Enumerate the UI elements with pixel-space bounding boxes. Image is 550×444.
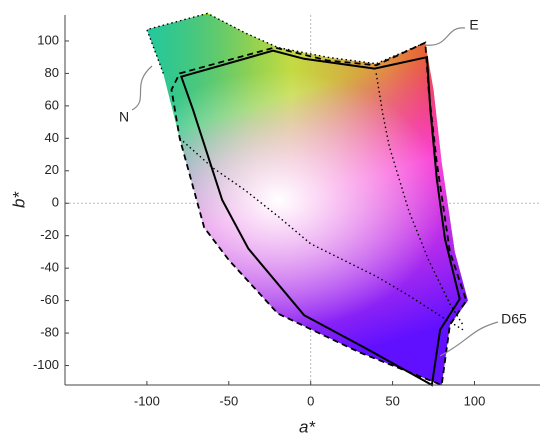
gamut-outline [180,49,461,387]
y-tick-label: -40 [40,260,59,275]
x-tick-label: 100 [464,393,486,408]
x-tick-label: -50 [219,393,238,408]
gamut-outline [170,41,468,387]
gamut-shading [146,15,468,385]
annotation-leader [131,65,153,111]
y-tick-label: 40 [45,130,59,145]
y-tick-label: -80 [40,325,59,340]
annotation: D65 [501,311,527,327]
x-tick-label: 50 [385,393,399,408]
annotation: N [119,109,129,125]
annotation-leader [424,27,466,46]
y-tick-label: -100 [33,357,59,372]
x-tick-label: -100 [134,393,160,408]
y-tick-label: -20 [40,227,59,242]
annotation-leader [439,321,499,357]
gamut-outline [145,12,426,74]
annotation: E [469,17,478,33]
gamut-outline [375,73,464,326]
y-tick-label: 20 [45,162,59,177]
y-tick-label: 60 [45,97,59,112]
x-tick-label: 0 [307,393,314,408]
y-tick-label: 100 [37,32,59,47]
y-tick-label: 0 [52,195,59,210]
gamut-outline [179,137,464,331]
y-tick-label: -60 [40,292,59,307]
x-axis-title: a* [299,417,316,436]
y-axis-title: b* [9,191,28,208]
y-tick-label: 80 [45,65,59,80]
